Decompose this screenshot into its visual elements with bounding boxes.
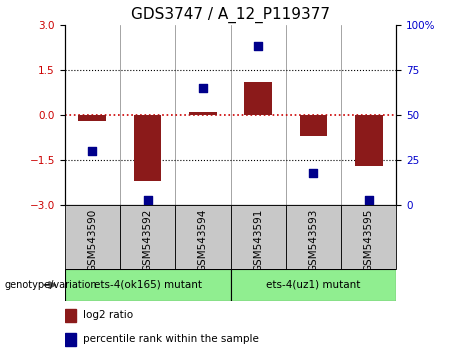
Bar [230,205,286,269]
Point [199,85,207,91]
Text: percentile rank within the sample: percentile rank within the sample [83,335,259,344]
Bar [286,205,341,269]
Text: GSM543593: GSM543593 [308,209,319,272]
Point [144,197,151,203]
Bar [244,82,272,115]
Bar [300,115,327,136]
Bar [230,269,396,301]
Text: log2 ratio: log2 ratio [83,310,133,320]
Text: GSM543592: GSM543592 [142,209,153,272]
Text: genotype/variation: genotype/variation [5,280,97,290]
Title: GDS3747 / A_12_P119377: GDS3747 / A_12_P119377 [131,7,330,23]
Text: GSM543591: GSM543591 [253,209,263,272]
Point [89,148,96,154]
Bar [134,115,161,181]
Text: ets-4(uz1) mutant: ets-4(uz1) mutant [266,280,361,290]
Point [254,44,262,49]
Bar [120,205,175,269]
Point [310,170,317,176]
Text: GSM543595: GSM543595 [364,209,374,272]
Text: GSM543590: GSM543590 [87,209,97,272]
Point [365,197,372,203]
Bar [189,112,217,115]
Bar [78,115,106,121]
Text: GSM543594: GSM543594 [198,209,208,272]
Bar [65,205,120,269]
Bar [65,269,230,301]
Bar [65,333,76,346]
Bar [65,309,76,322]
Text: ets-4(ok165) mutant: ets-4(ok165) mutant [94,280,201,290]
Bar [355,115,383,166]
Bar [175,205,230,269]
Bar [341,205,396,269]
